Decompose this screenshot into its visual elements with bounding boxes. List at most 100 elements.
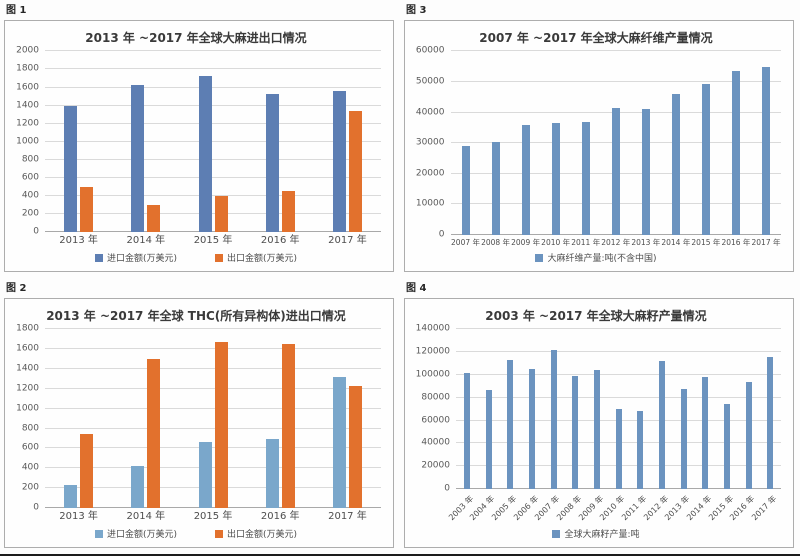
y-axis-tick-label: 1400: [16, 363, 39, 374]
x-axis-label-text: 2016 年: [721, 238, 751, 247]
x-axis: 2013 年 2014 年 2015 年 2016 年 2017 年: [45, 232, 381, 247]
legend-swatch-icon: [94, 253, 103, 262]
gridline: [45, 212, 381, 214]
gridline: [45, 467, 381, 469]
x-axis-label-text: 2015 年: [193, 235, 233, 246]
bar: [348, 385, 362, 508]
y-axis-tick-label: 20000: [421, 460, 450, 471]
y-axis-tick-label: 800: [21, 423, 39, 434]
bar-group: [45, 329, 112, 508]
legend-item: 全球大麻籽产量:吨: [552, 527, 640, 540]
legend-item: 进口金额(万美元): [94, 251, 177, 264]
bar-group: [511, 51, 541, 235]
bar-group: [751, 51, 781, 235]
gridline: [456, 374, 781, 375]
figure-label-4: 图 4: [406, 283, 427, 294]
gridline: [45, 176, 381, 178]
y-axis-tick-label: 140000: [415, 323, 450, 334]
x-axis-label-text: 2007 年: [451, 238, 481, 247]
y-axis-tick-label: 120000: [415, 346, 450, 357]
bar: [80, 433, 94, 508]
x-axis-label: 2017 年: [314, 235, 381, 247]
x-axis-label: 2015 年: [691, 238, 721, 247]
bar: [528, 369, 535, 489]
chart-title: 2003 年 ~2017 年全球大麻籽产量情况: [485, 309, 707, 323]
gridline: [450, 81, 781, 82]
y-axis-tick-label: 80000: [421, 392, 450, 403]
y-axis-tick-label: 1600: [16, 343, 39, 354]
bar-group: [45, 51, 112, 232]
x-axis-label-text: 2016 年: [260, 511, 300, 522]
gridline: [45, 427, 381, 429]
bar: [147, 204, 161, 232]
y-axis-tick-label: 0: [33, 226, 39, 237]
bar: [767, 356, 774, 489]
legend-label: 进口金额(万美元): [106, 254, 177, 264]
bar: [265, 438, 279, 508]
gridline: [45, 407, 381, 409]
legend: 全球大麻籽产量:吨: [411, 523, 781, 544]
bar-group: [314, 51, 381, 232]
legend-label: 进口金额(万美元): [106, 530, 177, 540]
x-axis-baseline: [45, 507, 381, 508]
gridline: [45, 158, 381, 160]
bar: [637, 411, 644, 489]
bar: [485, 390, 492, 489]
x-axis-label: 2009 年: [511, 238, 541, 247]
x-axis-label: 2013 年: [631, 238, 661, 247]
legend-label: 出口金额(万美元): [227, 254, 298, 264]
bar: [671, 94, 680, 235]
bar: [131, 84, 145, 232]
y-axis-tick-label: 400: [21, 462, 39, 473]
bar-group: [608, 329, 630, 489]
x-axis-label-text: 2014 年: [126, 511, 166, 522]
y-axis-tick-label: 600: [21, 442, 39, 453]
y-axis-tick-label: 1400: [16, 100, 39, 111]
bar: [214, 342, 228, 508]
gridline: [45, 122, 381, 124]
chart-fig3: 2007 年 ~2017 年全球大麻纤维产量情况 0 10000 20000 3000…: [404, 20, 794, 272]
bar: [491, 141, 500, 235]
bar: [550, 350, 557, 489]
chart-title: 2007 年 ~2017 年全球大麻纤维产量情况: [479, 31, 713, 45]
x-axis-label-text: 2017 年: [328, 235, 367, 246]
x-axis-label: 2011 年: [571, 238, 601, 247]
gridline: [45, 387, 381, 389]
x-axis-label: 2015 年: [179, 235, 246, 247]
x-axis-label-text: 2012 年: [601, 238, 631, 247]
y-axis: 0 200 400 600 800 1000 1200 1400 1600 1800 2000: [11, 46, 45, 236]
bar: [198, 441, 212, 508]
x-axis-label: 2012 年: [601, 238, 631, 247]
x-axis: 2003 年 2004 年 2005 年 2006 年 2007 年 2008 年 2009…: [447, 489, 781, 523]
bar: [131, 466, 145, 508]
bar-group: [456, 329, 478, 489]
gridline: [45, 368, 381, 370]
gridline: [45, 328, 381, 330]
chart-body: 0 200 400 600 800 1000 1200 1400 1600 1800 2000 20…: [11, 46, 381, 247]
bar-group: [716, 329, 738, 489]
bar: [64, 485, 78, 508]
bar: [64, 106, 78, 232]
chart-fig4: 2003 年 ~2017 年全球大麻籽产量情况 0 20000 40000 60000…: [404, 298, 794, 548]
gridline: [45, 140, 381, 142]
bar-group: [541, 51, 571, 235]
bar-group: [481, 51, 511, 235]
bar: [507, 359, 514, 489]
figure-panel-1: 图 1 2013 年 ~2017 年全球大麻进出口情况 0 200 400 600 80…: [0, 0, 400, 278]
chart-body: 0 10000 20000 30000 40000 50000 60000 2007 年 20…: [411, 46, 781, 247]
plot-area: [45, 50, 381, 232]
y-axis-tick-label: 0: [438, 229, 445, 240]
bar: [615, 409, 622, 489]
plot-area: [456, 328, 781, 489]
y-axis-tick-label: 40000: [421, 437, 450, 448]
y-axis-tick-label: 50000: [415, 76, 445, 87]
bar-group: [564, 329, 586, 489]
y-axis-tick-label: 200: [21, 208, 39, 219]
bar: [521, 124, 530, 235]
x-axis-label: 2014 年: [112, 235, 179, 247]
bar: [723, 404, 730, 489]
x-axis-label: 2015 年: [179, 511, 246, 523]
x-axis-label-text: 2013 年: [59, 511, 98, 522]
legend-swatch-icon: [552, 529, 561, 538]
gridline: [456, 351, 781, 353]
